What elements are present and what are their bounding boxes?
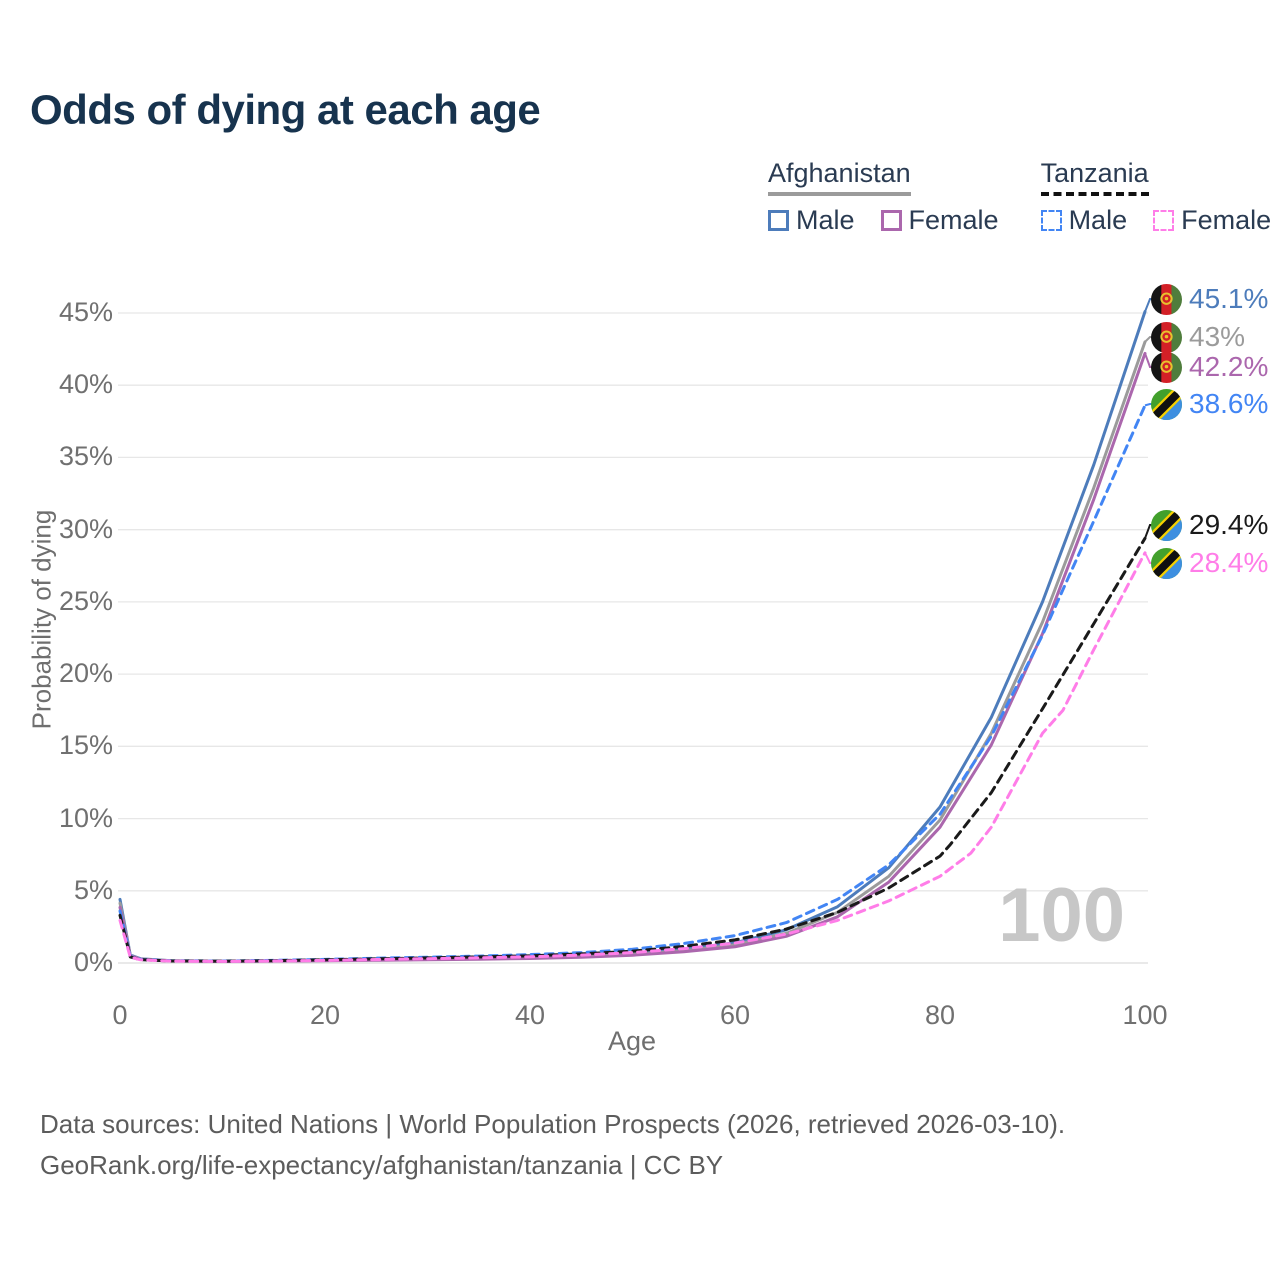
legend-swatch-afghanistan-male-icon [768,210,789,231]
footer-attribution[interactable]: GeoRank.org/life-expectancy/afghanistan/… [40,1150,724,1180]
legend-swatch-afghanistan-female-icon [880,210,902,231]
tanzania-flag-icon [1151,388,1182,420]
y-tick-20%: 20% [58,658,113,689]
tanzania-flag-icon [1151,547,1182,579]
y-tick-25%: 25% [58,585,113,616]
x-tick-0: 0 [112,1000,128,1030]
legend-group-tanzania: Tanzania Male Female [1040,158,1271,236]
line-afghanistan-male[interactable] [118,310,1147,963]
footer: Data sources: United Nations | World Pop… [40,1104,1065,1186]
y-tick-10%: 10% [58,802,113,833]
end-label-tanzania-female: 28.4% [1151,547,1268,579]
end-label-afghanistan-male: 45.1% [1151,283,1268,315]
legend-item-tanzania-female[interactable]: Female [1153,205,1271,236]
legend-label-afghanistan-female: Female [908,205,999,235]
line-tanzania-both[interactable] [118,536,1147,963]
legend-country-tanzania[interactable]: Tanzania [1040,158,1149,196]
x-axis-title: Age [607,1026,657,1056]
legend: Afghanistan Male Female Tanzania Male Fe… [768,158,1271,236]
legend-label-tanzania-male: Male [1068,205,1128,235]
legend-country-afghanistan[interactable]: Afghanistan [768,158,911,196]
x-tick-100: 100 [1122,1000,1168,1030]
legend-item-afghanistan-male[interactable]: Male [768,205,855,236]
end-value-afghanistan-female: 42.2% [1189,351,1269,382]
end-label-tanzania-both: 29.4% [1151,509,1268,541]
legend-swatch-tanzania-male-icon [1040,210,1062,231]
end-value-tanzania-female: 28.4% [1189,547,1269,578]
legend-item-tanzania-male[interactable]: Male [1040,205,1128,236]
end-value-afghanistan-male: 45.1% [1189,283,1269,314]
line-afghanistan-both[interactable] [118,340,1147,963]
end-label-afghanistan-female: 42.2% [1151,351,1268,383]
afghanistan-flag-icon [1151,351,1182,383]
y-axis-title: Probability of dying [26,509,57,730]
legend-label-afghanistan-male: Male [796,205,855,235]
afghanistan-flag-icon [1151,321,1182,353]
x-tick-60: 60 [719,1000,751,1030]
x-tick-80: 80 [924,1000,956,1030]
afghanistan-flag-icon [1151,283,1182,315]
legend-swatch-tanzania-female-icon [1153,210,1175,231]
end-value-afghanistan-both: 43% [1189,321,1246,352]
y-tick-45%: 45% [58,297,113,327]
end-value-tanzania-both: 29.4% [1189,509,1269,540]
y-tick-5%: 5% [73,874,113,905]
x-tick-20: 20 [309,1000,341,1030]
tanzania-flag-icon [1151,509,1182,541]
page-title: Odds of dying at each age [30,86,541,133]
footer-data-sources: Data sources: United Nations | World Pop… [40,1109,1066,1139]
legend-group-afghanistan: Afghanistan Male Female [768,158,999,236]
y-tick-0%: 0% [73,947,113,977]
end-label-tanzania-male: 38.6% [1151,388,1268,420]
y-tick-30%: 30% [58,513,113,544]
legend-item-afghanistan-female[interactable]: Female [880,205,999,236]
legend-label-tanzania-female: Female [1181,205,1272,235]
y-tick-35%: 35% [58,441,113,472]
end-label-afghanistan-both: 43% [1151,321,1245,353]
line-afghanistan-female[interactable] [118,351,1147,963]
line-tanzania-female[interactable] [118,551,1147,963]
y-tick-40%: 40% [58,369,113,400]
x-tick-40: 40 [514,1000,546,1030]
age-counter-watermark: 100 [998,873,1125,958]
end-value-tanzania-male: 38.6% [1189,388,1269,419]
y-tick-15%: 15% [58,730,113,761]
